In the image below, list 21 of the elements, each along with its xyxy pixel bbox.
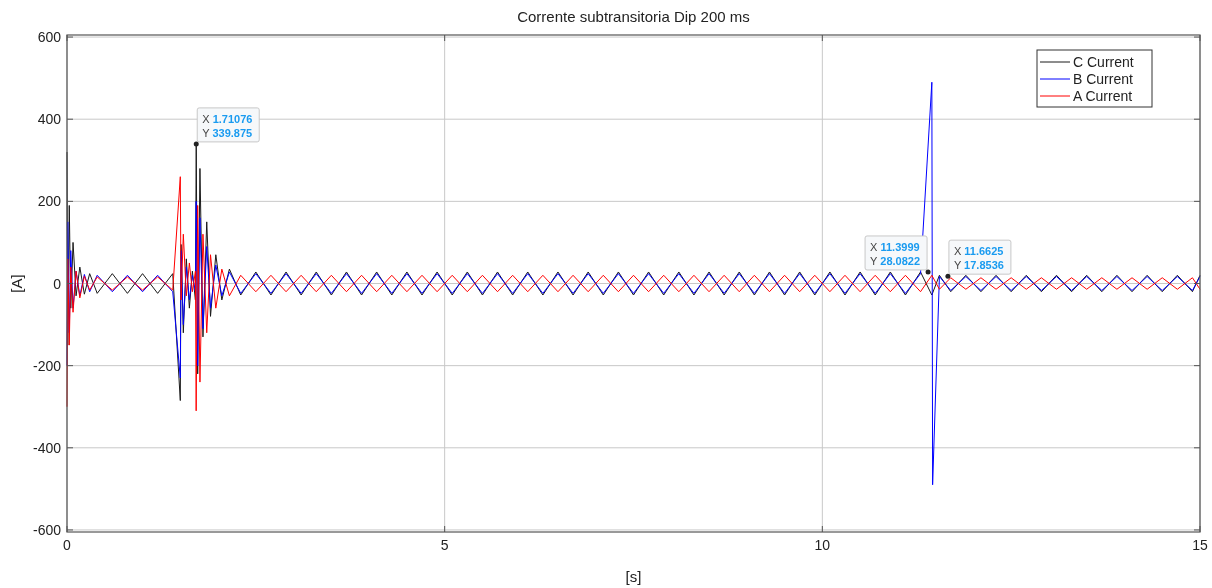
x-tick-label: 5: [440, 537, 449, 553]
annotation: X 11.6625 Y 17.8536: [953, 245, 1004, 272]
annotation: X 11.3999 Y 28.0822: [870, 240, 921, 267]
y-tick-label: 0: [53, 275, 62, 292]
y-tick-label: -400: [32, 439, 62, 456]
legend-label: B Current: [1073, 71, 1134, 87]
legend-label: C Current: [1073, 54, 1134, 70]
y-tick-label: 400: [37, 111, 62, 128]
x-tick-label: 0: [63, 537, 72, 553]
chart-title: Corrente subtransitoria Dip 200 ms: [517, 8, 750, 25]
y-axis-title: [A]: [8, 274, 25, 293]
legend-label: A Current: [1073, 88, 1133, 104]
y-tick-label: -600: [32, 521, 62, 538]
y-tick-label: 200: [37, 193, 62, 210]
x-tick-label: 10: [814, 537, 831, 553]
y-tick-label: -200: [32, 357, 62, 374]
y-tick-label: 600: [37, 29, 62, 46]
x-tick-label: 15: [1192, 537, 1208, 553]
annotation: X 1.71076 Y 339.875: [202, 112, 253, 139]
line-series: [66, 176, 1201, 412]
x-axis-title: [s]: [625, 568, 642, 585]
